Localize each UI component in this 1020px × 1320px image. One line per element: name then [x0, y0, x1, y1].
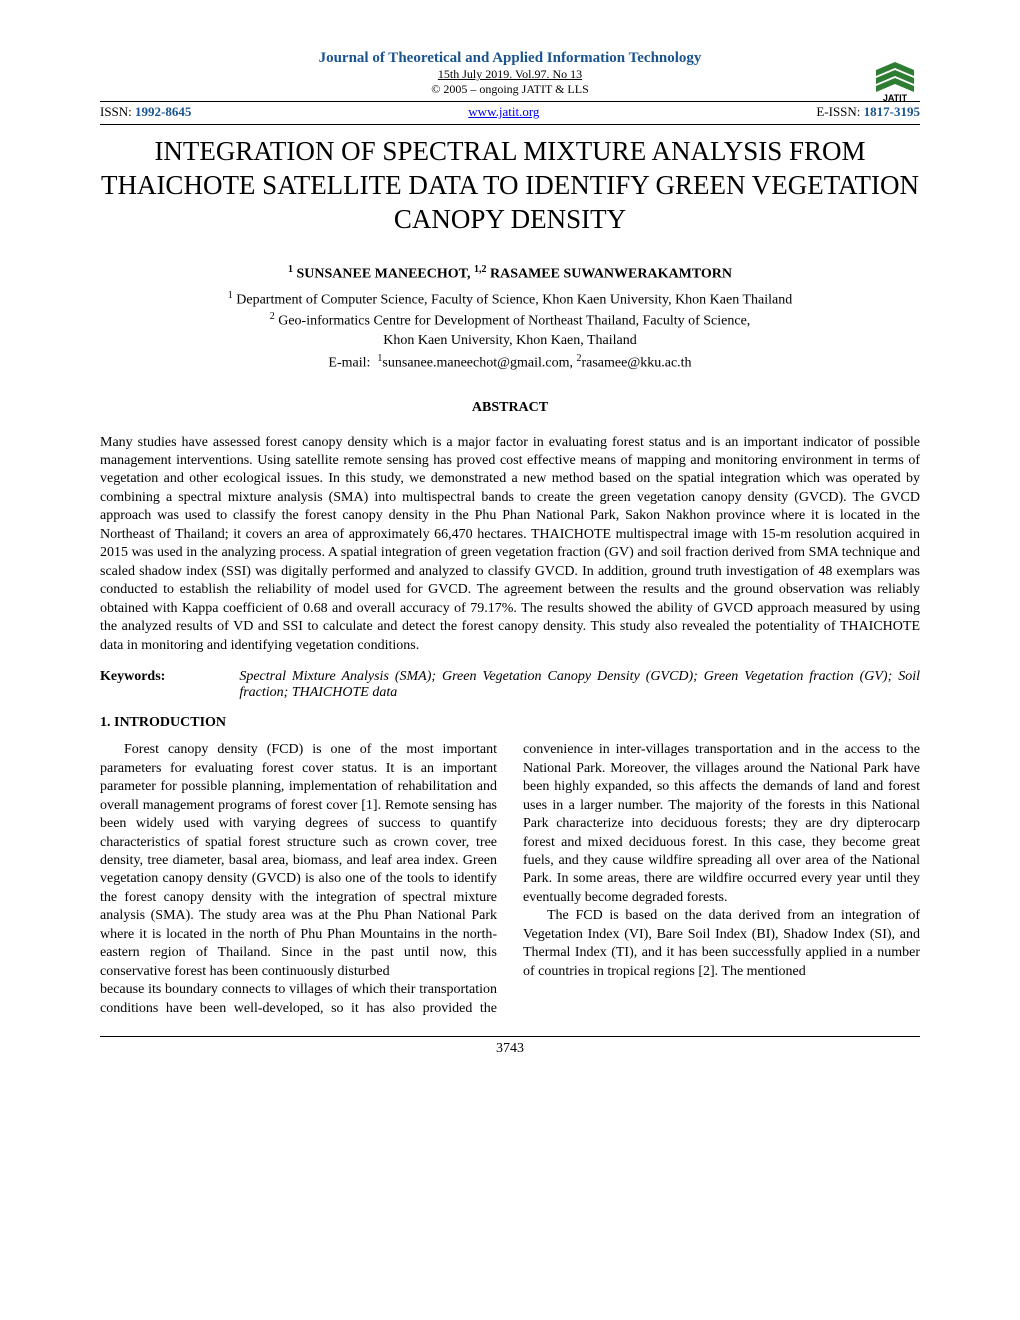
abstract-body: Many studies have assessed forest canopy… [100, 434, 920, 656]
affiliation-2b: Khon Kaen University, Khon Kaen, Thailan… [100, 332, 920, 351]
issn-row: ISSN: 1992-8645 www.jatit.org E-ISSN: 18… [100, 104, 920, 120]
section-1-heading: 1. INTRODUCTION [100, 715, 920, 731]
eissn-label: E-ISSN: [816, 104, 860, 119]
keywords-block: Keywords: Spectral Mixture Analysis (SMA… [100, 669, 920, 701]
intro-paragraph-2: The FCD is based on the data derived fro… [523, 907, 920, 981]
divider [100, 124, 920, 125]
issn-label: ISSN: [100, 104, 132, 119]
divider [100, 101, 920, 102]
keywords-label: Keywords: [100, 669, 169, 701]
journal-issue: 15th July 2019. Vol.97. No 13 [100, 67, 920, 82]
intro-paragraph-1: Forest canopy density (FCD) is one of th… [100, 741, 497, 981]
journal-name: Journal of Theoretical and Applied Infor… [100, 50, 920, 67]
copyright-line: © 2005 – ongoing JATIT & LLS [100, 82, 920, 97]
email-line: E-mail: 1sunsanee.maneechot@gmail.com, 2… [100, 353, 920, 372]
authors-line: 1 SUNSANEE MANEECHOT, 1,2 RASAMEE SUWANW… [100, 264, 920, 283]
eissn-right: E-ISSN: 1817-3195 [816, 104, 920, 120]
site-link[interactable]: www.jatit.org [468, 104, 539, 120]
issn-value: 1992-8645 [135, 104, 191, 119]
footer-divider [100, 1036, 920, 1037]
affiliation-2: 2 Geo-informatics Centre for Development… [100, 310, 920, 332]
jatit-logo-icon: JATIT [870, 58, 920, 103]
body-columns: Forest canopy density (FCD) is one of th… [100, 741, 920, 1018]
abstract-heading: ABSTRACT [100, 400, 920, 416]
svg-text:JATIT: JATIT [883, 93, 908, 103]
page-number: 3743 [100, 1041, 920, 1057]
paper-title: INTEGRATION OF SPECTRAL MIXTURE ANALYSIS… [100, 135, 920, 236]
issn-left: ISSN: 1992-8645 [100, 104, 191, 120]
affiliation-1: 1 Department of Computer Science, Facult… [100, 289, 920, 311]
keywords-text: Spectral Mixture Analysis (SMA); Green V… [169, 669, 920, 701]
eissn-value: 1817-3195 [864, 104, 920, 119]
